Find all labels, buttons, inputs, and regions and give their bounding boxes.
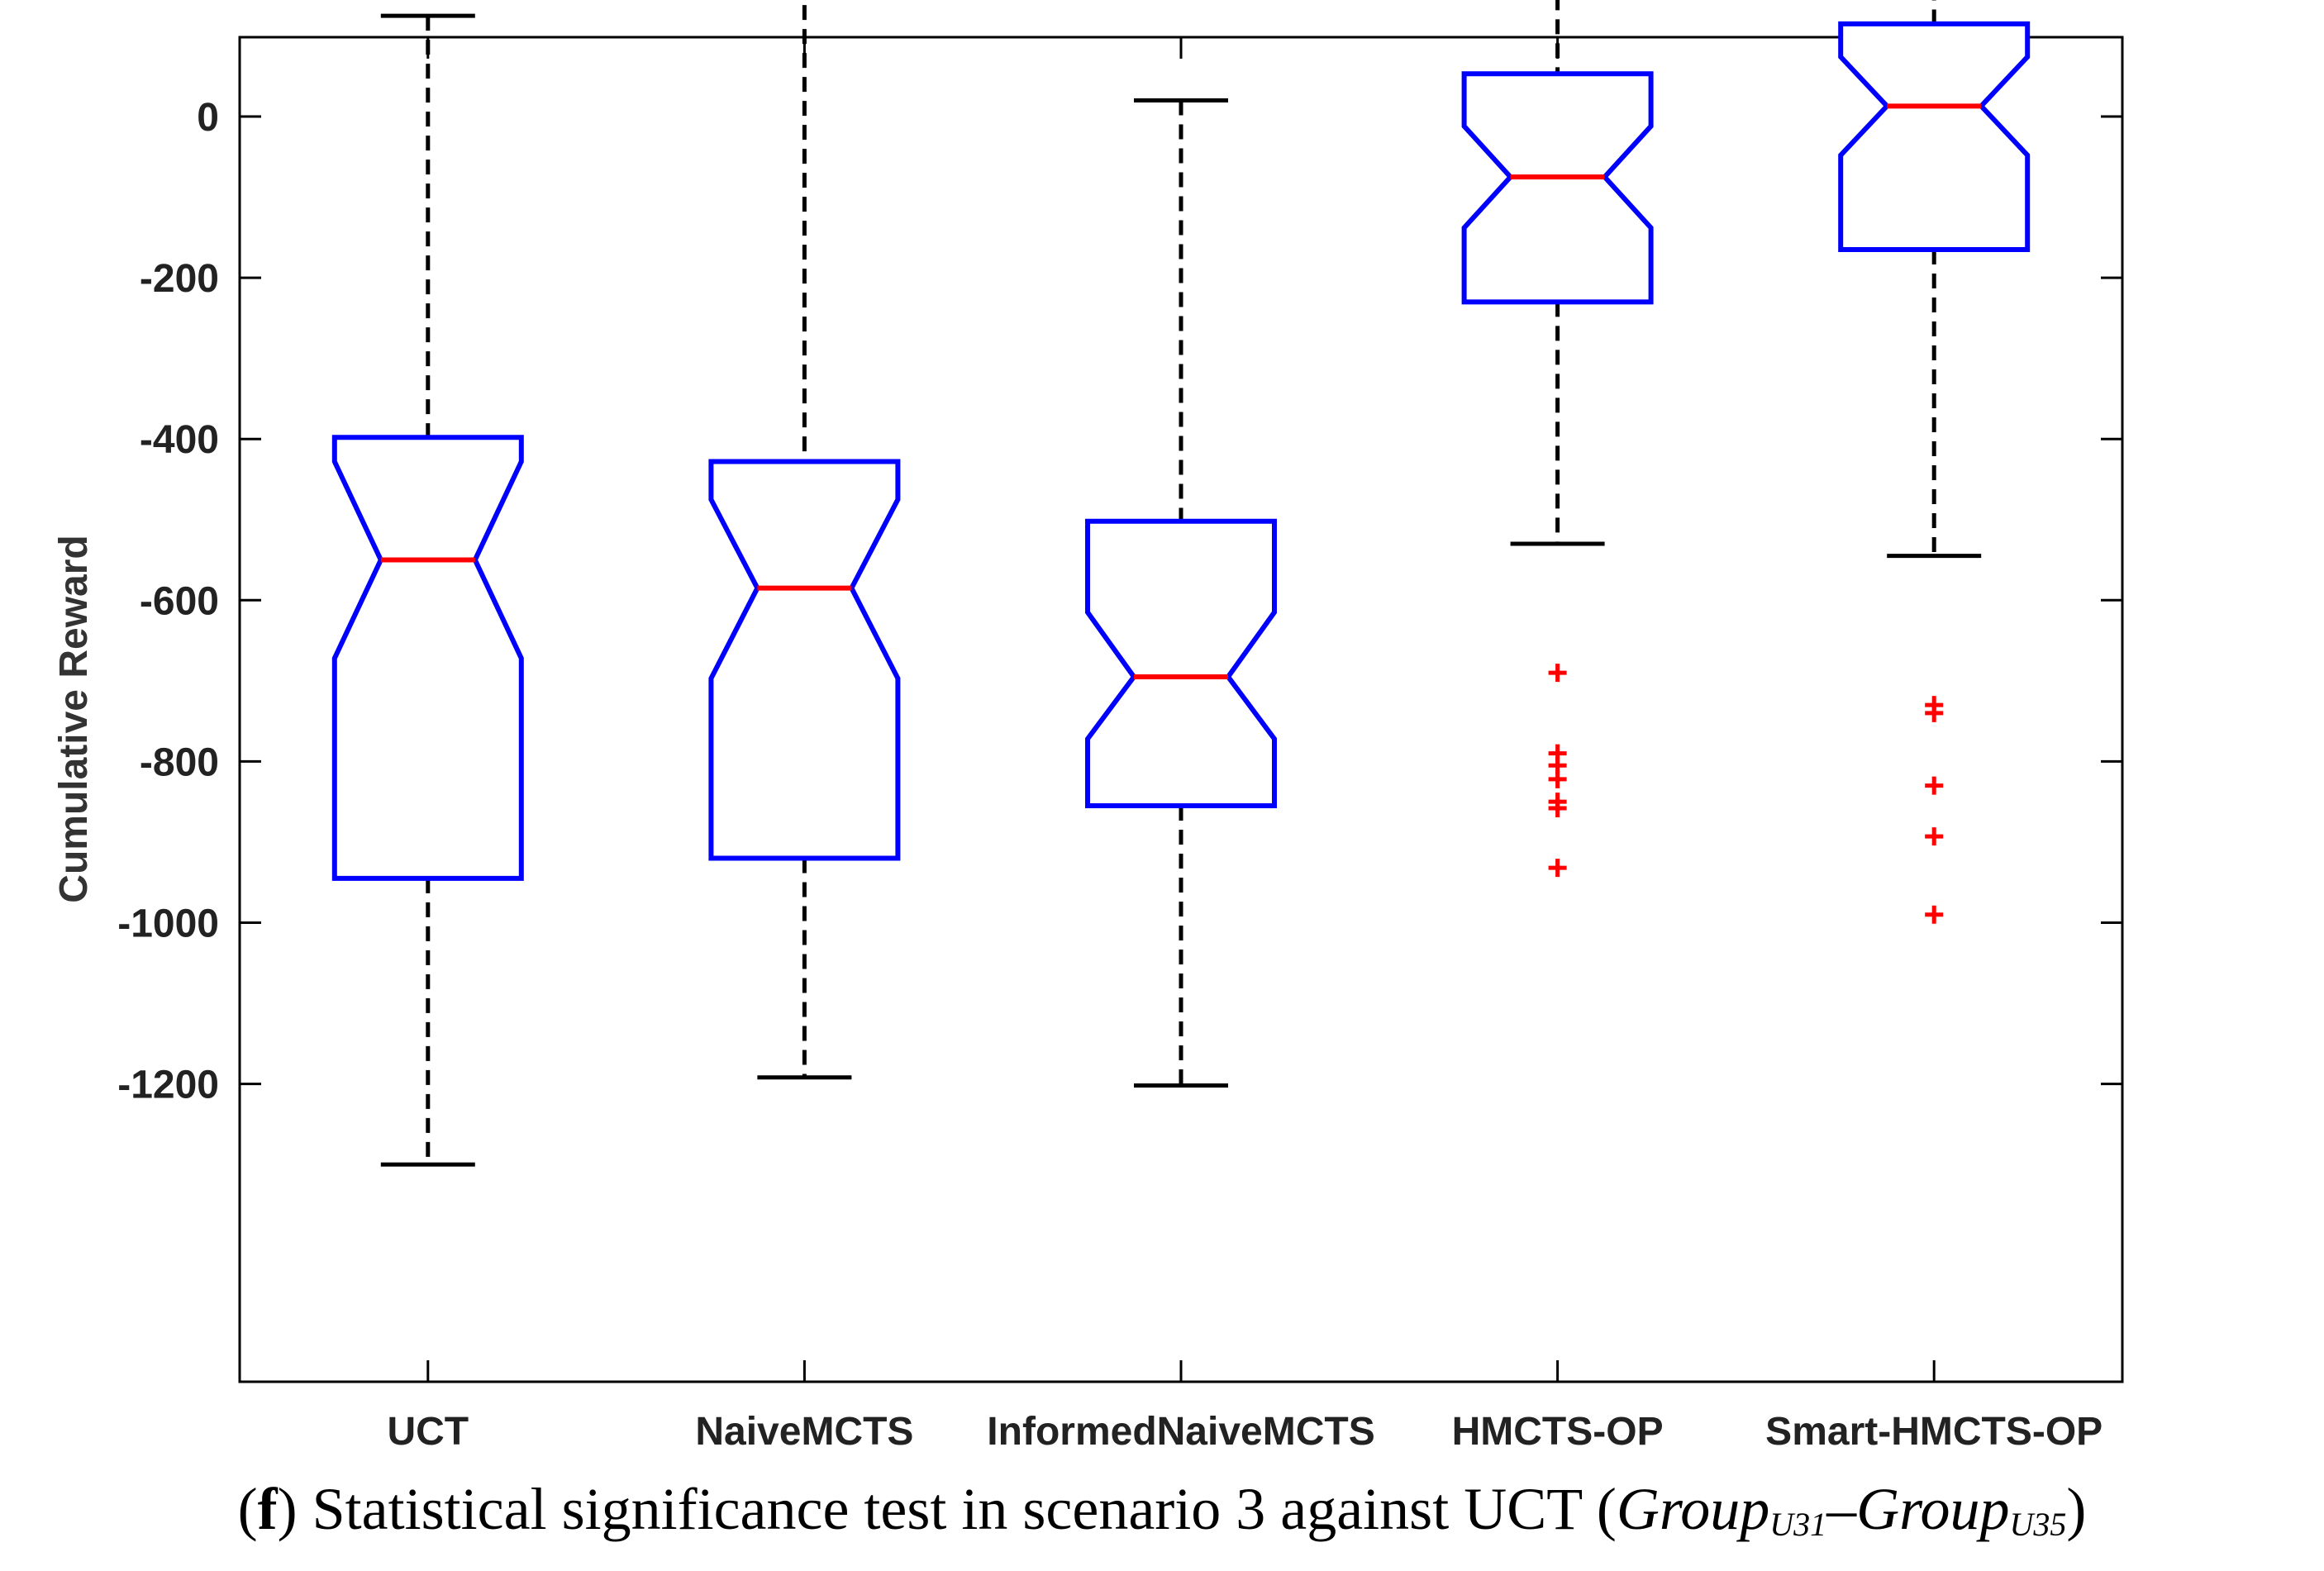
- caption-dash: –: [1826, 1476, 1857, 1542]
- y-tick-label: -1000: [117, 902, 219, 946]
- box-body: [331, 435, 524, 881]
- x-tick-label: HMCTS-OP: [1452, 1410, 1664, 1454]
- caption-group-end: Group: [1856, 1476, 2010, 1542]
- outlier-point: [1548, 859, 1567, 878]
- x-tick-label: NaiveMCTS: [695, 1410, 913, 1454]
- outlier-point: [1925, 905, 1944, 924]
- outlier-point: [1925, 703, 1944, 722]
- caption-group-start: Group: [1616, 1476, 1770, 1542]
- caption-label: f: [257, 1476, 278, 1542]
- y-tick-label: -600: [140, 579, 219, 623]
- x-tick-label: Smart-HMCTS-OP: [1765, 1410, 2103, 1454]
- caption-sub-start: U31: [1769, 1506, 1827, 1543]
- box-body: [1838, 21, 2031, 252]
- y-tick-label: -200: [140, 257, 219, 301]
- outlier-point: [1548, 798, 1567, 817]
- outlier-point: [1548, 664, 1567, 683]
- outlier-point: [1925, 827, 1944, 846]
- y-tick-label: -400: [140, 418, 219, 462]
- caption-sub-end: U35: [2009, 1506, 2067, 1543]
- y-tick-label: 0: [197, 96, 219, 140]
- box-body: [1085, 518, 1277, 809]
- x-tick-label: InformedNaiveMCTS: [987, 1410, 1374, 1454]
- caption-close: ): [2066, 1476, 2087, 1542]
- x-tick-label: UCT: [387, 1410, 469, 1454]
- caption-text: Statistical significance test in scenari…: [297, 1476, 1617, 1542]
- y-tick-label: -1200: [117, 1064, 219, 1107]
- figure-caption: (f) Statistical significance test in sce…: [237, 1476, 2087, 1543]
- outlier-point: [1925, 776, 1944, 795]
- outlier-point: [1548, 769, 1567, 788]
- plot-area: 2000-200-400-600-800-1000-1200UCTNaiveMC…: [117, 0, 2124, 1454]
- box-body: [1461, 71, 1654, 305]
- boxplot-chart: 2000-200-400-600-800-1000-1200UCTNaiveMC…: [52, 0, 2124, 1454]
- box-body: [708, 459, 901, 861]
- y-tick-label: -800: [140, 740, 219, 784]
- y-axis-label: Cumulative Reward: [52, 535, 96, 902]
